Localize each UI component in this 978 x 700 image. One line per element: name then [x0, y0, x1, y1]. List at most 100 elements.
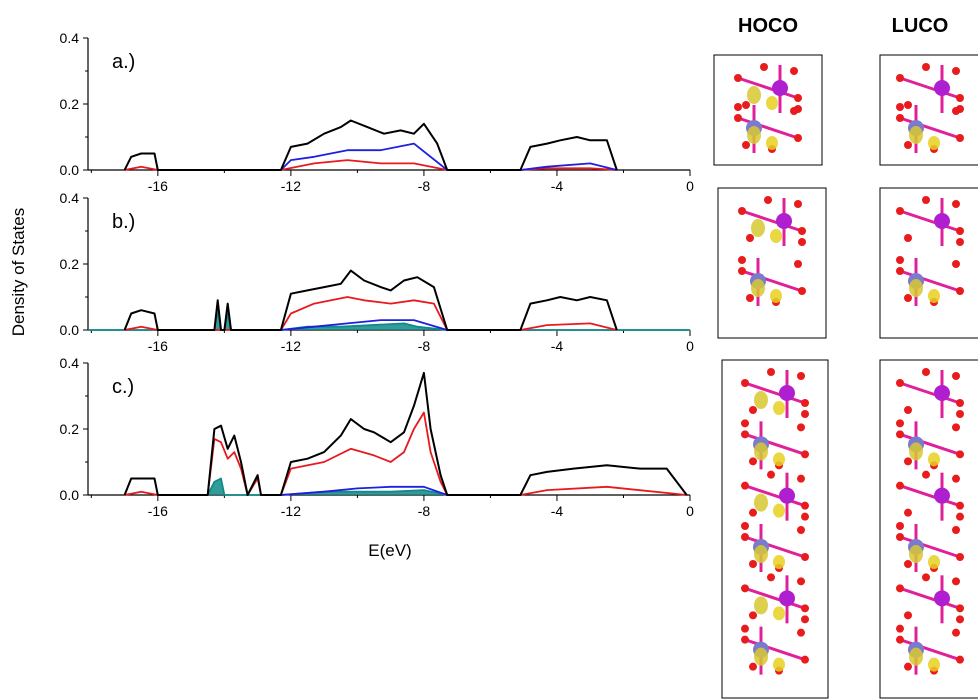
bond [744, 638, 806, 662]
y-tick-label: 0.4 [60, 355, 80, 371]
luco-structure-b [879, 187, 978, 339]
oxygen-atom [952, 628, 960, 637]
oxygen-atom [767, 573, 775, 582]
orbital-lobe [909, 647, 923, 666]
oxygen-atom [797, 423, 805, 432]
oxygen-atom [922, 63, 930, 71]
oxygen-atom [741, 430, 749, 439]
bond [737, 76, 799, 100]
y-axis-title: Density of States [9, 208, 28, 337]
luco-header: LUCO [892, 15, 949, 37]
oxygen-atom [741, 379, 749, 387]
orbital-lobe [928, 289, 940, 303]
oxygen-atom [801, 655, 809, 664]
y-tick-label: 0.0 [60, 487, 80, 503]
bond [899, 269, 961, 293]
oxygen-atom [794, 134, 802, 142]
bond [737, 116, 799, 140]
y-tick-label: 0.0 [60, 162, 80, 178]
oxygen-atom [790, 107, 798, 115]
oxygen-atom [956, 604, 964, 613]
orbital-lobe [909, 442, 923, 461]
oxygen-atom [952, 423, 960, 432]
oxygen-atom [749, 406, 757, 414]
oxygen-atom [956, 410, 964, 418]
oxygen-atom [794, 200, 802, 208]
y-tick-label: 0.2 [60, 256, 80, 272]
orbital-lobe [754, 493, 768, 512]
oxygen-atom [896, 74, 904, 82]
series-line-red [124, 159, 617, 171]
oxygen-atom [896, 379, 904, 387]
oxygen-atom [956, 134, 964, 142]
x-tick-label: -12 [281, 338, 301, 354]
orbital-lobe [747, 126, 761, 144]
x-tick-label: -8 [418, 178, 431, 194]
hoco-header: HOCO [738, 15, 798, 37]
metal-atom [934, 80, 950, 96]
structure-frame [721, 359, 829, 699]
x-tick-label: -4 [551, 178, 564, 194]
oxygen-atom [956, 238, 964, 246]
orbital-lobe [754, 545, 768, 563]
oxygen-atom [956, 512, 964, 521]
oxygen-atom [896, 256, 904, 264]
orbital-lobe [928, 136, 940, 150]
oxygen-atom [760, 63, 768, 71]
bond [899, 209, 961, 233]
series-line-red [124, 411, 687, 496]
structure-frame [879, 187, 978, 339]
y-tick-label: 0.0 [60, 322, 80, 338]
bond [741, 209, 803, 233]
oxygen-atom [904, 294, 912, 302]
panel-label: a.) [112, 51, 135, 73]
oxygen-atom [738, 267, 746, 275]
bond [899, 638, 961, 662]
metal-atom [776, 213, 792, 229]
oxygen-atom [741, 635, 749, 644]
oxygen-atom [734, 74, 742, 82]
x-tick-label: 0 [686, 503, 694, 519]
series-line-red [124, 296, 618, 331]
oxygen-atom [922, 573, 930, 582]
structure-images [713, 54, 978, 699]
oxygen-atom [896, 114, 904, 122]
structure-frame [713, 54, 823, 166]
series-fill-teal [88, 310, 690, 330]
oxygen-atom [801, 450, 809, 459]
x-axis-title: E(eV) [368, 541, 411, 560]
oxygen-atom [797, 372, 805, 380]
hoco-structure-b [717, 187, 827, 339]
metal-atom [934, 385, 950, 401]
oxygen-atom [741, 481, 749, 490]
hoco-structure-c [721, 359, 829, 699]
oxygen-atom [741, 522, 749, 530]
y-tick-label: 0.4 [60, 190, 80, 206]
oxygen-atom [749, 611, 757, 620]
oxygen-atom [797, 474, 805, 483]
oxygen-atom [904, 560, 912, 568]
series-line-blue [280, 319, 448, 331]
bond [744, 535, 806, 559]
oxygen-atom [956, 94, 964, 102]
oxygen-atom [956, 615, 964, 624]
oxygen-atom [797, 628, 805, 637]
x-tick-label: -12 [281, 178, 301, 194]
orbital-lobe [773, 606, 785, 621]
x-tick-label: -16 [148, 178, 168, 194]
bond [899, 76, 961, 100]
oxygen-atom [896, 267, 904, 275]
oxygen-atom [734, 114, 742, 122]
oxygen-atom [741, 533, 749, 541]
oxygen-atom [798, 287, 806, 295]
oxygen-atom [797, 577, 805, 586]
metal-atom [779, 385, 795, 401]
oxygen-atom [904, 662, 912, 671]
y-tick-label: 0.4 [60, 30, 80, 46]
oxygen-atom [896, 430, 904, 439]
bond [899, 484, 961, 508]
oxygen-atom [801, 399, 809, 407]
oxygen-atom [896, 584, 904, 593]
series-line-total [123, 371, 688, 496]
series-line-blue [280, 485, 448, 496]
